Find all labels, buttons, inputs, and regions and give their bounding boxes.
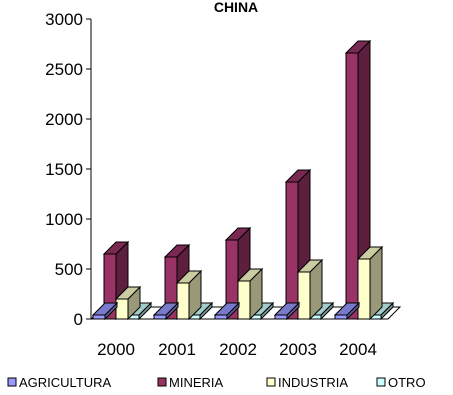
bar-agricultura-2003 (273, 301, 301, 321)
y-tick-label: 1500 (45, 160, 83, 179)
bar-industria-2003 (296, 258, 324, 321)
legend-item-agricultura: AGRICULTURA (7, 375, 112, 390)
y-tick-label: 1000 (45, 210, 83, 229)
y-tick-label: 2000 (45, 110, 83, 129)
legend-label: OTRO (388, 375, 426, 390)
y-tick-label: 2500 (45, 60, 83, 79)
chart-legend: AGRICULTURA MINERIA INDUSTRIA OTRO (7, 375, 426, 390)
bar-industria-2004 (356, 245, 384, 321)
x-tick-label: 2004 (339, 340, 377, 359)
legend-swatch (376, 377, 386, 387)
bar-agricultura-2004 (333, 301, 361, 321)
legend-swatch (157, 377, 167, 387)
y-tick-label: 3000 (45, 10, 83, 29)
legend-item-otro: OTRO (376, 375, 426, 390)
legend-label: AGRICULTURA (19, 375, 112, 390)
x-tick-label: 2002 (219, 340, 257, 359)
legend-item-industria: INDUSTRIA (266, 375, 348, 390)
legend-label: INDUSTRIA (278, 375, 348, 390)
bar-agricultura-2001 (152, 301, 180, 321)
chart-bars (91, 39, 395, 321)
x-axis-labels: 2000 2001 2002 2003 2004 (97, 340, 377, 359)
legend-swatch (7, 377, 17, 387)
bar-agricultura-2002 (213, 301, 241, 321)
bar-industria-2002 (236, 267, 264, 321)
bar-agricultura-2000 (91, 301, 119, 321)
x-tick-label: 2000 (97, 340, 135, 359)
bar-industria-2001 (175, 269, 203, 321)
y-tick-label: 500 (55, 260, 83, 279)
legend-label: MINERIA (169, 375, 224, 390)
legend-item-mineria: MINERIA (157, 375, 224, 390)
chart-title: CHINA (214, 0, 258, 15)
x-tick-label: 2001 (158, 340, 196, 359)
legend-swatch (266, 377, 276, 387)
bar-industria-2000 (114, 285, 142, 321)
y-tick-label: 0 (74, 310, 83, 329)
x-tick-label: 2003 (279, 340, 317, 359)
